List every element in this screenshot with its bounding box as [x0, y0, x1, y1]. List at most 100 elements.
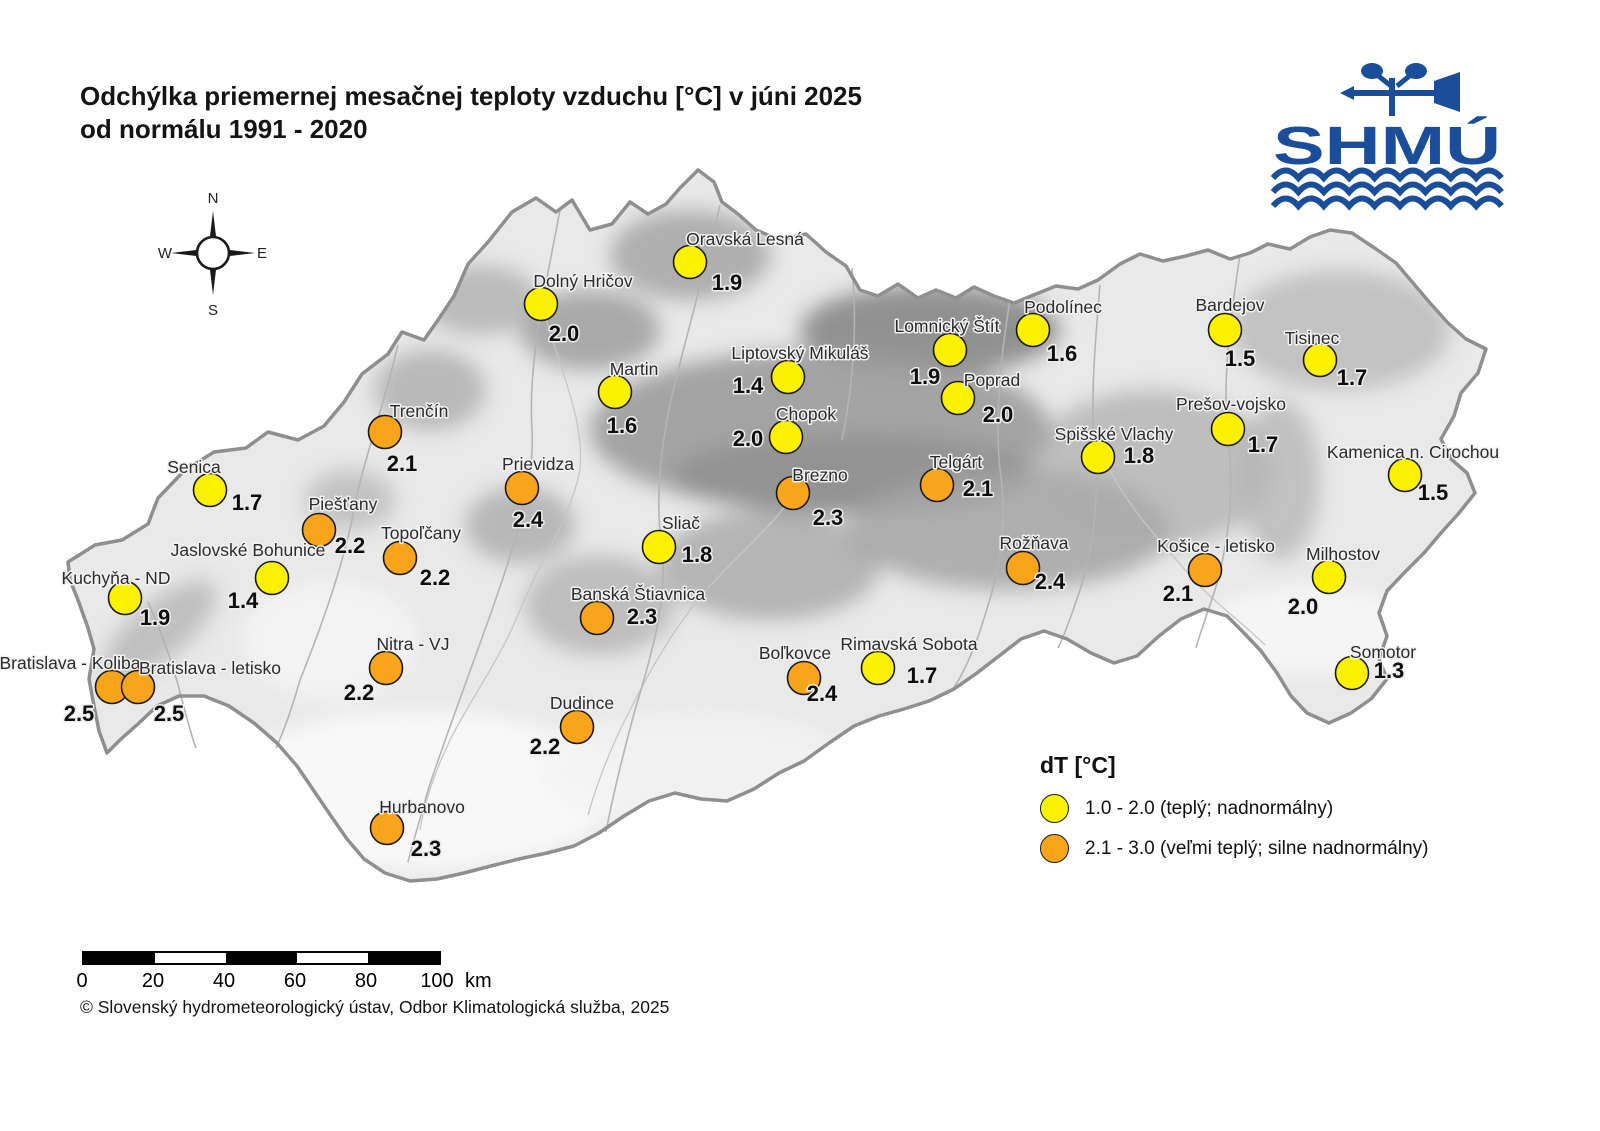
station-value: 1.9: [712, 270, 743, 295]
compass-rose-icon: N S W E: [158, 190, 267, 319]
compass-e-label: E: [257, 245, 267, 262]
station-name: Dolný Hričov: [533, 271, 632, 291]
station-value: 1.4: [228, 588, 259, 613]
station-marker: [1187, 552, 1223, 588]
station-name: Kamenica n. Cirochou: [1327, 442, 1499, 462]
scalebar-tick-label: 0: [76, 970, 88, 992]
scalebar-tick-label: 40: [212, 970, 236, 992]
station-value: 2.2: [335, 533, 366, 558]
station-marker: [597, 374, 633, 410]
station-name: Somotor: [1350, 642, 1416, 662]
station-value: 2.0: [733, 426, 764, 451]
scalebar-tick-label: 60: [283, 970, 307, 992]
legend-title: dT [°C]: [1040, 752, 1116, 778]
copyright-text: © Slovenský hydrometeorologický ústav, O…: [80, 997, 670, 1017]
compass-w-label: W: [158, 245, 173, 262]
station-marker: [367, 414, 403, 450]
station-value: 1.9: [140, 605, 171, 630]
station-marker: [254, 560, 290, 596]
station-marker: [1080, 439, 1116, 475]
station-value: 1.5: [1418, 480, 1449, 505]
scalebar-segment: [84, 953, 155, 963]
station-name: Bardejov: [1195, 295, 1264, 315]
station-value: 2.1: [1163, 581, 1194, 606]
station-value: 2.0: [1288, 594, 1319, 619]
station-value: 1.8: [1124, 443, 1155, 468]
legend-item: 2.1 - 3.0 (veľmi teplý; silne nadnormáln…: [1040, 834, 1428, 863]
station-marker: [786, 660, 822, 696]
station-name: Prešov-vojsko: [1176, 394, 1286, 414]
station-name: Podolínec: [1024, 297, 1102, 317]
station-name: Rožňava: [999, 533, 1068, 553]
station-name: Brezno: [792, 465, 847, 485]
station-marker: [1015, 312, 1051, 348]
station-marker: [523, 286, 559, 322]
station-marker: [940, 380, 976, 416]
station-marker: [1311, 559, 1347, 595]
stations-layer: Oravská Lesná 1.9 Dolný Hričov 2.0 Martin 1.6…: [0, 228, 1501, 863]
station-value: 1.3: [1374, 658, 1405, 683]
station-value: 2.3: [813, 505, 844, 530]
legend-color-dot: [1040, 794, 1069, 823]
scalebar-tick-label: 100: [420, 970, 454, 992]
scalebar-segment: [155, 953, 226, 963]
station-value: 2.1: [963, 476, 994, 501]
legend: dT [°C] 1.0 - 2.0 (teplý; nadnormálny) 2.…: [1040, 752, 1428, 874]
station-name: Poprad: [964, 370, 1020, 390]
station-value: 2.3: [411, 836, 442, 861]
station-value: 2.4: [513, 507, 544, 532]
station-value: 1.6: [1047, 341, 1078, 366]
station-marker: [369, 810, 405, 846]
station-value: 1.7: [1248, 432, 1279, 457]
scalebar-bar: [82, 951, 441, 965]
station-value: 2.2: [420, 565, 451, 590]
station-value: 1.6: [607, 413, 638, 438]
station-value: 2.3: [627, 604, 658, 629]
station-marker: [770, 359, 806, 395]
station-marker: [1207, 312, 1243, 348]
legend-items: 1.0 - 2.0 (teplý; nadnormálny) 2.1 - 3.0 …: [1040, 794, 1428, 863]
relief-shading: [103, 210, 1450, 870]
station-name: Sliač: [662, 513, 700, 533]
station-value: 2.1: [387, 451, 418, 476]
station-value: 1.9: [910, 364, 941, 389]
station-marker: [860, 650, 896, 686]
station-name: Jaslovské Bohunice: [171, 540, 326, 560]
station-marker: [641, 529, 677, 565]
station-marker: [1210, 411, 1246, 447]
station-name: Milhostov: [1306, 544, 1380, 564]
station-name: Telgárt: [930, 452, 983, 472]
station-value: 2.2: [344, 680, 375, 705]
waves-icon: [1270, 167, 1504, 211]
station-value: 1.7: [232, 490, 263, 515]
scalebar-ticks: km 0 20 40 60 80 100: [76, 970, 491, 996]
compass-n-label: N: [208, 190, 219, 207]
station-name: Hurbanovo: [379, 797, 465, 817]
station-name: Rimavská Sobota: [840, 634, 977, 654]
station-name: Bratislava - letisko: [139, 658, 281, 678]
station-name: Košice - letisko: [1157, 536, 1275, 556]
scalebar-tick-label: 20: [141, 970, 165, 992]
legend-item: 1.0 - 2.0 (teplý; nadnormálny): [1040, 794, 1428, 823]
shmu-logo: SHMÚ: [1270, 63, 1504, 211]
station-name: Boľkovce: [759, 643, 831, 663]
compass-s-label: S: [208, 302, 218, 319]
station-name: Oravská Lesná: [686, 229, 804, 249]
page-title: Odchýlka priemernej mesačnej teploty vzd…: [80, 80, 862, 146]
scalebar-tick-label: 80: [354, 970, 378, 992]
station-name: Senica: [167, 457, 221, 477]
station-marker: [192, 472, 228, 508]
station-name: Banská Štiavnica: [571, 583, 706, 604]
wind-vane-icon: [1340, 63, 1460, 116]
title-line-1: Odchýlka priemernej mesačnej teploty vzd…: [80, 81, 862, 111]
station-marker: [1334, 655, 1370, 691]
station-marker: [919, 467, 955, 503]
station-marker: [120, 669, 156, 705]
scalebar-segment: [297, 953, 368, 963]
station-marker: [1387, 457, 1423, 493]
station-marker: [775, 475, 811, 511]
station-name: Bratislava - Koliba: [0, 653, 141, 673]
station-name: Spišské Vlachy: [1055, 424, 1174, 444]
